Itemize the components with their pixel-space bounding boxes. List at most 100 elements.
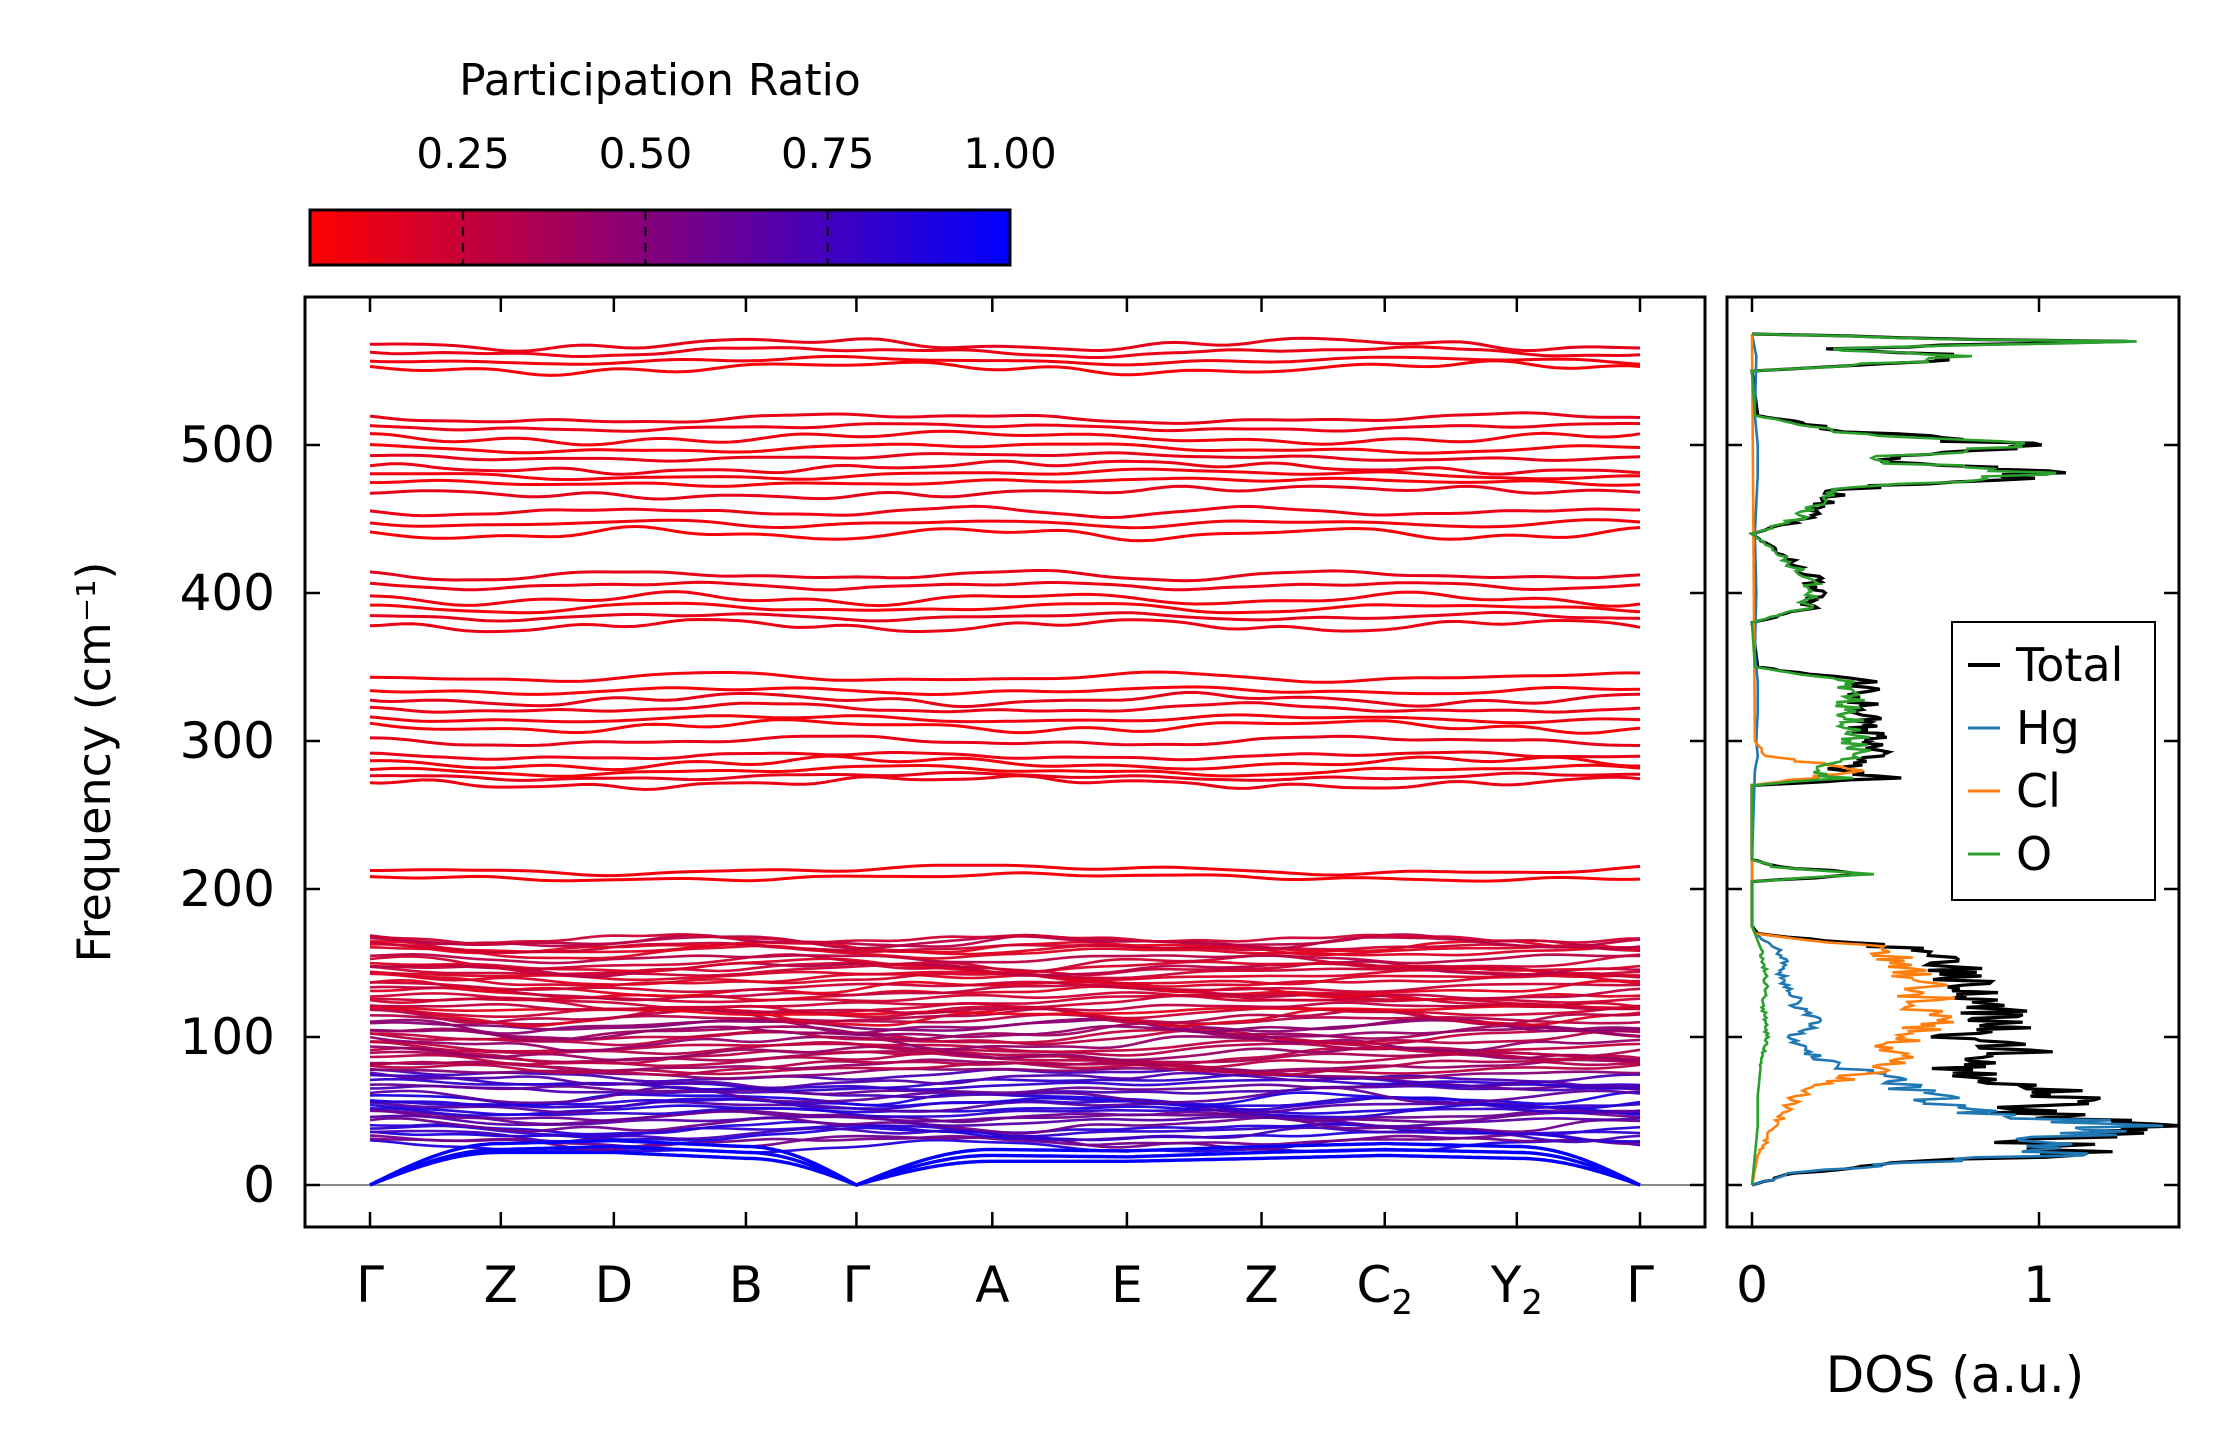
legend-label: Total <box>2015 638 2123 692</box>
phonon-band <box>369 685 1641 697</box>
k-point-label: D <box>595 1256 634 1314</box>
phonon-band <box>369 952 1641 965</box>
colorbar-tick-label: 0.25 <box>416 129 510 178</box>
phonon-band <box>369 580 1641 592</box>
phonon-band <box>369 590 1641 608</box>
phonon-band <box>369 484 1641 501</box>
k-point-label: A <box>975 1256 1009 1314</box>
phonon-band <box>369 701 1641 714</box>
y-tick-label: 100 <box>180 1008 275 1066</box>
band-x-ticks: Γ Z D B Γ A E Z C2 Y2 Γ <box>356 297 1654 1323</box>
k-point-label: Γ <box>1626 1256 1654 1314</box>
k-point-label: B <box>729 1256 763 1314</box>
colorbar-tick-label: 1.00 <box>963 129 1057 178</box>
y-tick-label: 200 <box>180 860 275 918</box>
phonon-band <box>369 504 1641 520</box>
phonon-band <box>369 429 1641 447</box>
phonon-band <box>369 336 1641 353</box>
phonon-band <box>369 610 1641 623</box>
phonon-band <box>369 459 1641 476</box>
y-tick-label: 0 <box>243 1156 275 1214</box>
band-structure-panel: 0 100 200 300 400 500 Γ Z D B Γ A E Z C2 Y2 Γ Frequency… <box>67 295 1707 1323</box>
dos-x-tick-label: 0 <box>1736 1256 1768 1314</box>
phonon-band <box>369 569 1641 583</box>
phonon-band <box>369 518 1641 530</box>
dos-x-axis-label: DOS (a.u.) <box>1826 1346 2085 1404</box>
phonon-band <box>370 601 1641 615</box>
phonon-band <box>369 1024 1641 1041</box>
dos-series-hg <box>1750 333 2164 1187</box>
phonon-band <box>369 763 1641 778</box>
colorbar: Participation Ratio 0.25 0.50 0.75 1.00 <box>308 55 1057 267</box>
band-axes-frame <box>303 295 1707 1229</box>
phonon-band <box>369 960 1641 979</box>
k-point-label: Γ <box>356 1256 384 1314</box>
legend-label: O <box>2016 827 2052 881</box>
y-tick-label: 400 <box>180 564 275 622</box>
phonon-band <box>369 983 1641 1002</box>
phonon-band <box>369 944 1641 960</box>
acoustic-band <box>369 1138 1641 1187</box>
k-point-label: Z <box>1244 1256 1278 1314</box>
k-point-label: C2 <box>1356 1256 1413 1323</box>
phonon-band <box>369 1114 1641 1128</box>
dos-legend: Total Hg Cl O <box>1951 621 2156 901</box>
phonon-band <box>369 1059 1641 1077</box>
y-tick-label: 500 <box>180 416 275 474</box>
dos-axes-frame <box>1725 295 2181 1229</box>
phonon-band <box>369 690 1641 709</box>
phonon-band <box>369 354 1641 367</box>
phonon-band <box>369 1084 1641 1099</box>
band-y-ticks: 0 100 200 300 400 500 <box>180 416 1705 1214</box>
phonon-band <box>369 345 1641 359</box>
colorbar-tick-label: 0.75 <box>781 129 875 178</box>
phonon-band <box>369 451 1641 463</box>
phonon-band <box>369 942 1641 957</box>
colorbar-gradient <box>308 208 1012 267</box>
phonon-band <box>369 771 1641 782</box>
phonon-band <box>369 754 1640 772</box>
band-lines <box>369 336 1641 1187</box>
colorbar-label: Participation Ratio <box>459 55 861 106</box>
phonon-band <box>369 1071 1640 1090</box>
phonon-band <box>369 734 1641 747</box>
phonon-band <box>369 972 1641 986</box>
phonon-band <box>369 1122 1641 1138</box>
band-y-axis-label: Frequency (cm⁻¹) <box>67 562 121 963</box>
phonon-band <box>369 476 1641 488</box>
colorbar-tick-label: 0.50 <box>599 129 693 178</box>
k-point-label: Y2 <box>1490 1256 1543 1323</box>
legend-label: Cl <box>2016 764 2061 818</box>
phonon-band <box>369 617 1641 634</box>
phonon-band <box>369 750 1641 762</box>
dos-series-cl <box>1750 334 1956 1186</box>
phonon-band <box>369 978 1641 999</box>
k-point-label: E <box>1111 1256 1143 1314</box>
phonon-band <box>369 411 1641 425</box>
y-tick-label: 300 <box>180 712 275 770</box>
phonon-band <box>369 359 1641 377</box>
phonon-band <box>369 670 1641 684</box>
colorbar-ticks: 0.25 0.50 0.75 1.00 <box>416 129 1057 264</box>
phonon-band <box>369 718 1641 735</box>
phonon-band <box>369 421 1641 433</box>
phonon-band <box>369 953 1641 974</box>
phonon-band <box>369 442 1641 455</box>
k-point-label: Z <box>484 1256 518 1314</box>
dos-series-o <box>1749 332 2137 1186</box>
phonon-band <box>369 871 1641 883</box>
dos-lines <box>1748 332 2179 1187</box>
phonon-band <box>369 941 1641 954</box>
acoustic-band <box>369 1144 1641 1187</box>
phonon-band <box>369 467 1641 482</box>
phonon-band <box>370 863 1641 878</box>
phonon-band <box>369 1001 1640 1015</box>
phonon-band <box>369 524 1641 543</box>
phonon-band <box>369 1109 1641 1124</box>
phonon-band <box>369 1034 1641 1053</box>
phonon-band <box>369 932 1641 945</box>
phonon-band <box>369 1126 1641 1144</box>
